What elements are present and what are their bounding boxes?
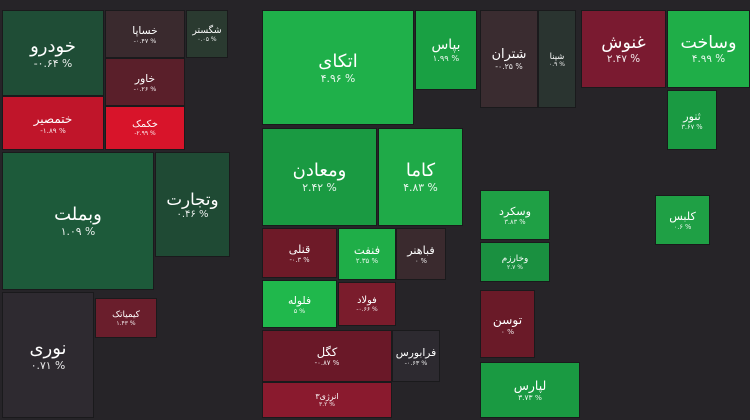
tile: فرابورس -۰.۶۳ %	[392, 330, 440, 382]
tile: ومعادن ۲.۴۲ %	[262, 128, 377, 226]
tile: توسن ۰ %	[480, 290, 535, 358]
tile: کیمیاتک ۱.۴۳ %	[95, 298, 157, 338]
tile-value-label: ۴.۹۶ %	[320, 71, 356, 85]
tile-name: خودرو	[30, 36, 76, 57]
tile-name: نوری	[29, 338, 67, 359]
tile: فلوله ۵ %	[262, 280, 337, 328]
tile-name: انرژی۳	[315, 392, 339, 401]
tile-value-label: ۰.۹ %	[549, 60, 565, 68]
tile-name: کیمیاتک	[112, 309, 140, 320]
tile-name: وبملت	[54, 204, 102, 225]
tile-value-label: ۱.۴۳ %	[116, 319, 136, 327]
tile: انرژی۳ ۳.۲ %	[262, 382, 392, 418]
tile-value-label: -۱.۸۹ %	[40, 125, 66, 135]
tile: خودرو -۰.۶۴ %	[2, 10, 104, 96]
tile-value-label: ۳.۲ %	[319, 401, 335, 408]
tile-value-label: -۰.۴۷ %	[133, 36, 157, 45]
tile-value-label: ۰.۷۱ %	[30, 359, 66, 372]
tile: شپنا ۰.۹ %	[538, 10, 576, 108]
tile-value-label: ۰ %	[500, 326, 515, 336]
tile: ثنور ۳.۶۷ %	[667, 90, 717, 150]
tile: نوری ۰.۷۱ %	[2, 292, 94, 418]
tile-name: ثنور	[683, 109, 701, 123]
tile: وبملت ۱.۰۹ %	[2, 152, 154, 290]
tile-name: فلوله	[287, 293, 312, 307]
tile: خکمک -۲.۹۹ %	[105, 106, 185, 150]
tile-name: فولاد	[357, 295, 377, 306]
tile: اتکای ۴.۹۶ %	[262, 10, 414, 125]
tile: بپاس ۱.۹۹ %	[415, 10, 477, 90]
tile-value-label: ۲.۷ %	[507, 263, 523, 271]
tile-value-label: ۵ %	[293, 306, 306, 315]
tile-value-label: -۰.۳ %	[289, 255, 310, 264]
tile-name: فباهنر	[407, 243, 435, 257]
tile-name: ختمصیر	[33, 111, 73, 126]
tile-value-label: -۰.۲۶ %	[133, 84, 157, 93]
tile: کلبس ۰.۶ %	[655, 195, 710, 245]
tile-name: وخارزم	[501, 253, 529, 264]
tile: غنوش ۲.۴۷ %	[581, 10, 666, 88]
tile-name: شپنا	[549, 50, 565, 61]
tile-value-label: ۰.۴۶ %	[176, 208, 209, 220]
tile-value-label: ۲.۴۷ %	[606, 53, 641, 65]
tile-name: اتکای	[318, 50, 358, 72]
tile-value-label: ۲.۴۲ %	[302, 181, 337, 194]
tile-name: فنفت	[353, 243, 381, 257]
tile: خساپا -۰.۴۷ %	[105, 10, 185, 58]
tile-value-label: ۴.۹۹ %	[691, 53, 726, 65]
tile-value-label: ۱.۹۹ %	[432, 53, 460, 63]
tile-name: وسکرد	[499, 204, 531, 218]
tile: شگستر ۰.۰۵ %	[186, 10, 228, 58]
tile-value-label: -۰.۶۶ %	[356, 306, 378, 313]
tile-value-label: ۱.۰۹ %	[60, 225, 96, 238]
tile-value-label: -۰.۶۳ %	[404, 358, 428, 367]
tile-value-label: ۳.۷۳ %	[518, 393, 542, 402]
tile-value-label: -۰.۲۵ %	[495, 62, 523, 71]
tile-name: کلبس	[669, 209, 696, 223]
tile-name: خساپا	[132, 23, 158, 37]
tile-value-label: ۲.۳۵ %	[355, 257, 379, 265]
tile: وساخت ۴.۹۹ %	[667, 10, 750, 88]
tile-value-label: ۳.۸۳ %	[504, 217, 526, 226]
tile: لپارس ۳.۷۳ %	[480, 362, 580, 418]
tile-name: لپارس	[513, 378, 547, 393]
tile-name: فرابورس	[395, 345, 437, 359]
tile: خاور -۰.۲۶ %	[105, 58, 185, 106]
tile-name: وتجارت	[166, 189, 219, 209]
tile: فولاد -۰.۶۶ %	[338, 282, 396, 326]
tile-name: کاما	[405, 160, 436, 181]
tile-name: کگل	[316, 345, 338, 359]
tile: قنلی -۰.۳ %	[262, 228, 337, 278]
tile: وتجارت ۰.۴۶ %	[155, 152, 230, 257]
tile-value-label: ۰ %	[414, 256, 428, 265]
tile-name: شتران	[491, 47, 527, 62]
tile-value-label: ۰.۰۵ %	[197, 36, 217, 43]
tile-value-label: -۰.۸۷ %	[314, 359, 340, 367]
tile-value-label: ۰.۶ %	[673, 222, 692, 231]
tile: شتران -۰.۲۵ %	[480, 10, 538, 108]
tile-name: شگستر	[192, 25, 222, 36]
tile-value-label: -۰.۶۴ %	[33, 57, 73, 70]
tile-name: ومعادن	[292, 160, 347, 181]
tile: فنفت ۲.۳۵ %	[338, 228, 396, 280]
tile: فباهنر ۰ %	[396, 228, 446, 280]
tile: کاما ۴.۸۳ %	[378, 128, 463, 226]
tile: ختمصیر -۱.۸۹ %	[2, 96, 104, 150]
tile-name: خاور	[134, 71, 156, 85]
tile-name: بپاس	[431, 37, 461, 53]
tile-value-label: -۲.۹۹ %	[134, 130, 156, 137]
tile-value-label: ۳.۶۷ %	[681, 122, 703, 131]
tile-name: قنلی	[288, 242, 311, 256]
tile-name: خکمک	[132, 119, 158, 130]
tile-value-label: ۴.۸۳ %	[403, 181, 438, 194]
tile: کگل -۰.۸۷ %	[262, 330, 392, 382]
tile: وسکرد ۳.۸۳ %	[480, 190, 550, 240]
tile-name: غنوش	[601, 33, 646, 53]
tile-name: توسن	[492, 312, 523, 327]
tile: وخارزم ۲.۷ %	[480, 242, 550, 282]
tile-name: وساخت	[680, 33, 737, 53]
